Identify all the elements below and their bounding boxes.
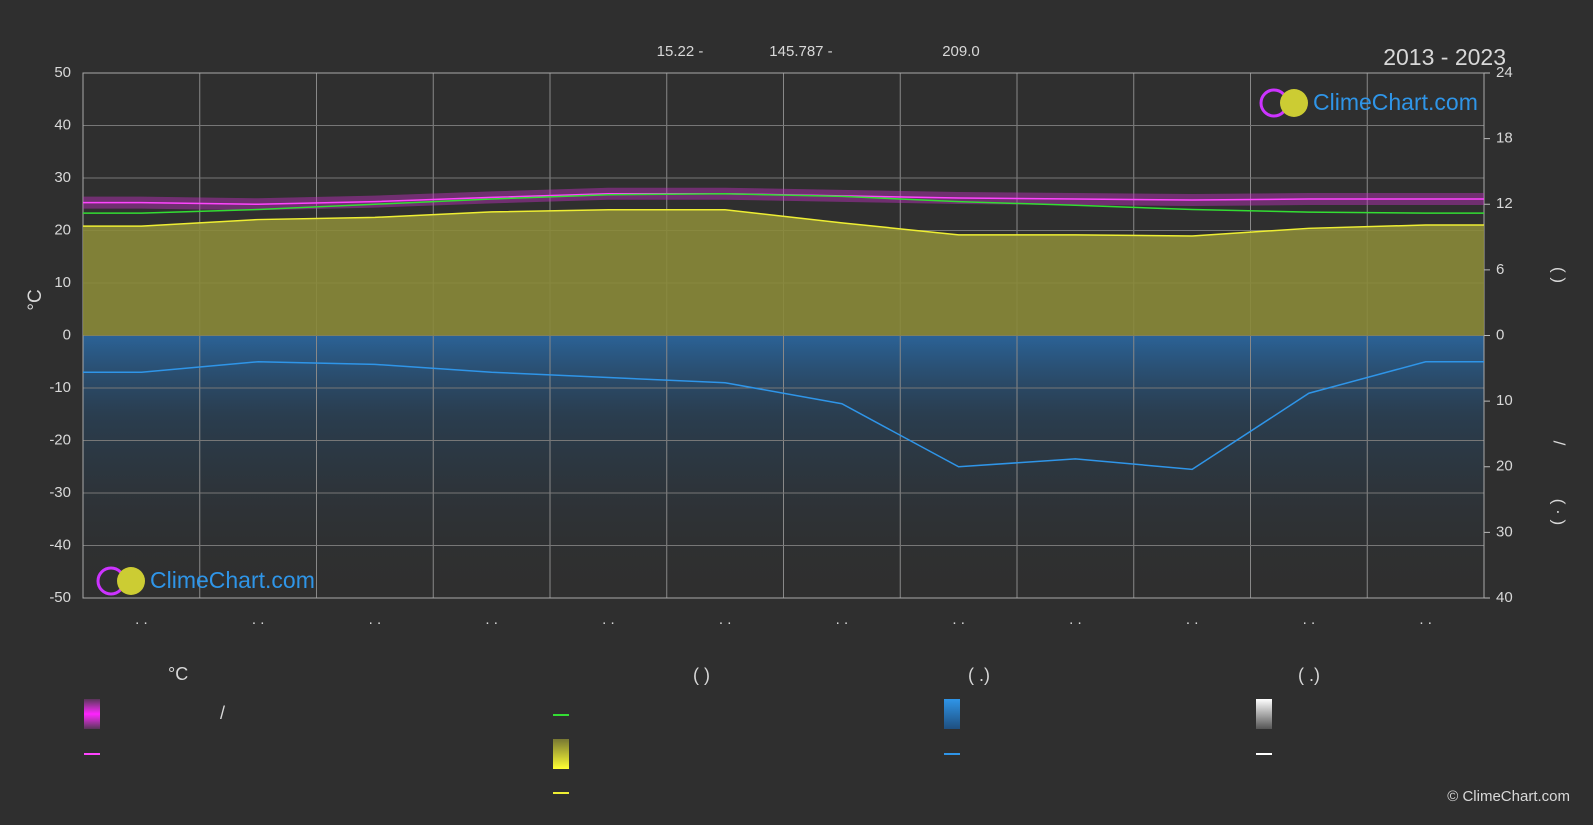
y2-axis-label: ( ) (1550, 267, 1569, 283)
y-tick-label: 0 (63, 326, 71, 343)
y3-axis-label: / (1550, 441, 1569, 446)
legend-heading: ( ) (693, 665, 710, 685)
legend-heading: ( .) (1298, 665, 1320, 685)
x-tick-label: . . (1303, 611, 1316, 628)
y-tick-label: -10 (49, 379, 71, 396)
y-tick-label: -40 (49, 536, 71, 553)
x-tick-label: . . (135, 611, 148, 628)
legend-swatch (84, 699, 100, 729)
y2-tick-label: 12 (1496, 195, 1513, 212)
x-tick-label: . . (1069, 611, 1082, 628)
legend-swatch (1256, 699, 1272, 729)
legend-heading: ( .) (968, 665, 990, 685)
x-tick-label: . . (369, 611, 382, 628)
x-tick-label: . . (952, 611, 965, 628)
x-tick-label: . . (1186, 611, 1199, 628)
x-tick-label: . . (485, 611, 498, 628)
y-tick-label: 20 (54, 221, 71, 238)
series-line (83, 192, 1484, 214)
legend-swatch (944, 699, 960, 729)
y-axis-label: °C (25, 289, 46, 310)
legend-note: / (220, 703, 225, 723)
series-line (83, 360, 1484, 471)
legend-swatch (553, 739, 569, 769)
logo-text: ClimeChart.com (150, 567, 315, 593)
y3-tick-label: 10 (1496, 392, 1513, 409)
y-tick-label: 50 (54, 64, 71, 81)
logo-text: ClimeChart.com (1313, 89, 1478, 115)
x-tick-label: . . (602, 611, 615, 628)
y2-tick-label: 6 (1496, 261, 1504, 278)
x-tick-label: . . (1419, 611, 1432, 628)
y3-tick-label: 40 (1496, 589, 1513, 606)
x-tick-label: . . (836, 611, 849, 628)
plot: -50 -40 -30 -20 -10 0 10 20 30 40 50 0 6 12 18 24 10 20 30… (49, 64, 1512, 628)
credit: © ClimeChart.com (1447, 788, 1570, 805)
y-tick-label: 30 (54, 169, 71, 186)
y-tick-label: -50 (49, 589, 71, 606)
y-tick-label: -30 (49, 484, 71, 501)
y2-tick-label: 0 (1496, 326, 1504, 343)
y-tick-label: -20 (49, 431, 71, 448)
legend-heading: °C (168, 664, 188, 684)
annotation: 15.22 - (657, 43, 704, 60)
x-tick-label: . . (252, 611, 265, 628)
y2-tick-label: 18 (1496, 130, 1513, 147)
logo: ClimeChart.com (1259, 88, 1478, 118)
y-tick-label: 10 (54, 274, 71, 291)
series-line (83, 208, 1484, 237)
y3-axis-label: ( · ) (1550, 499, 1569, 525)
y2-tick-label: 24 (1496, 64, 1513, 81)
y3-tick-label: 20 (1496, 458, 1513, 475)
annotation: 145.787 - (769, 43, 832, 60)
y-tick-label: 40 (54, 116, 71, 133)
x-tick-label: . . (719, 611, 732, 628)
period: 2013 - 2023 (1383, 44, 1506, 70)
annotation: 209.0 (942, 43, 980, 60)
logo: ClimeChart.com (96, 566, 315, 596)
sunshine-area (83, 209, 1484, 336)
legend: °C ( ) ( .) ( .) / (84, 664, 1320, 794)
y3-tick-label: 30 (1496, 523, 1513, 540)
